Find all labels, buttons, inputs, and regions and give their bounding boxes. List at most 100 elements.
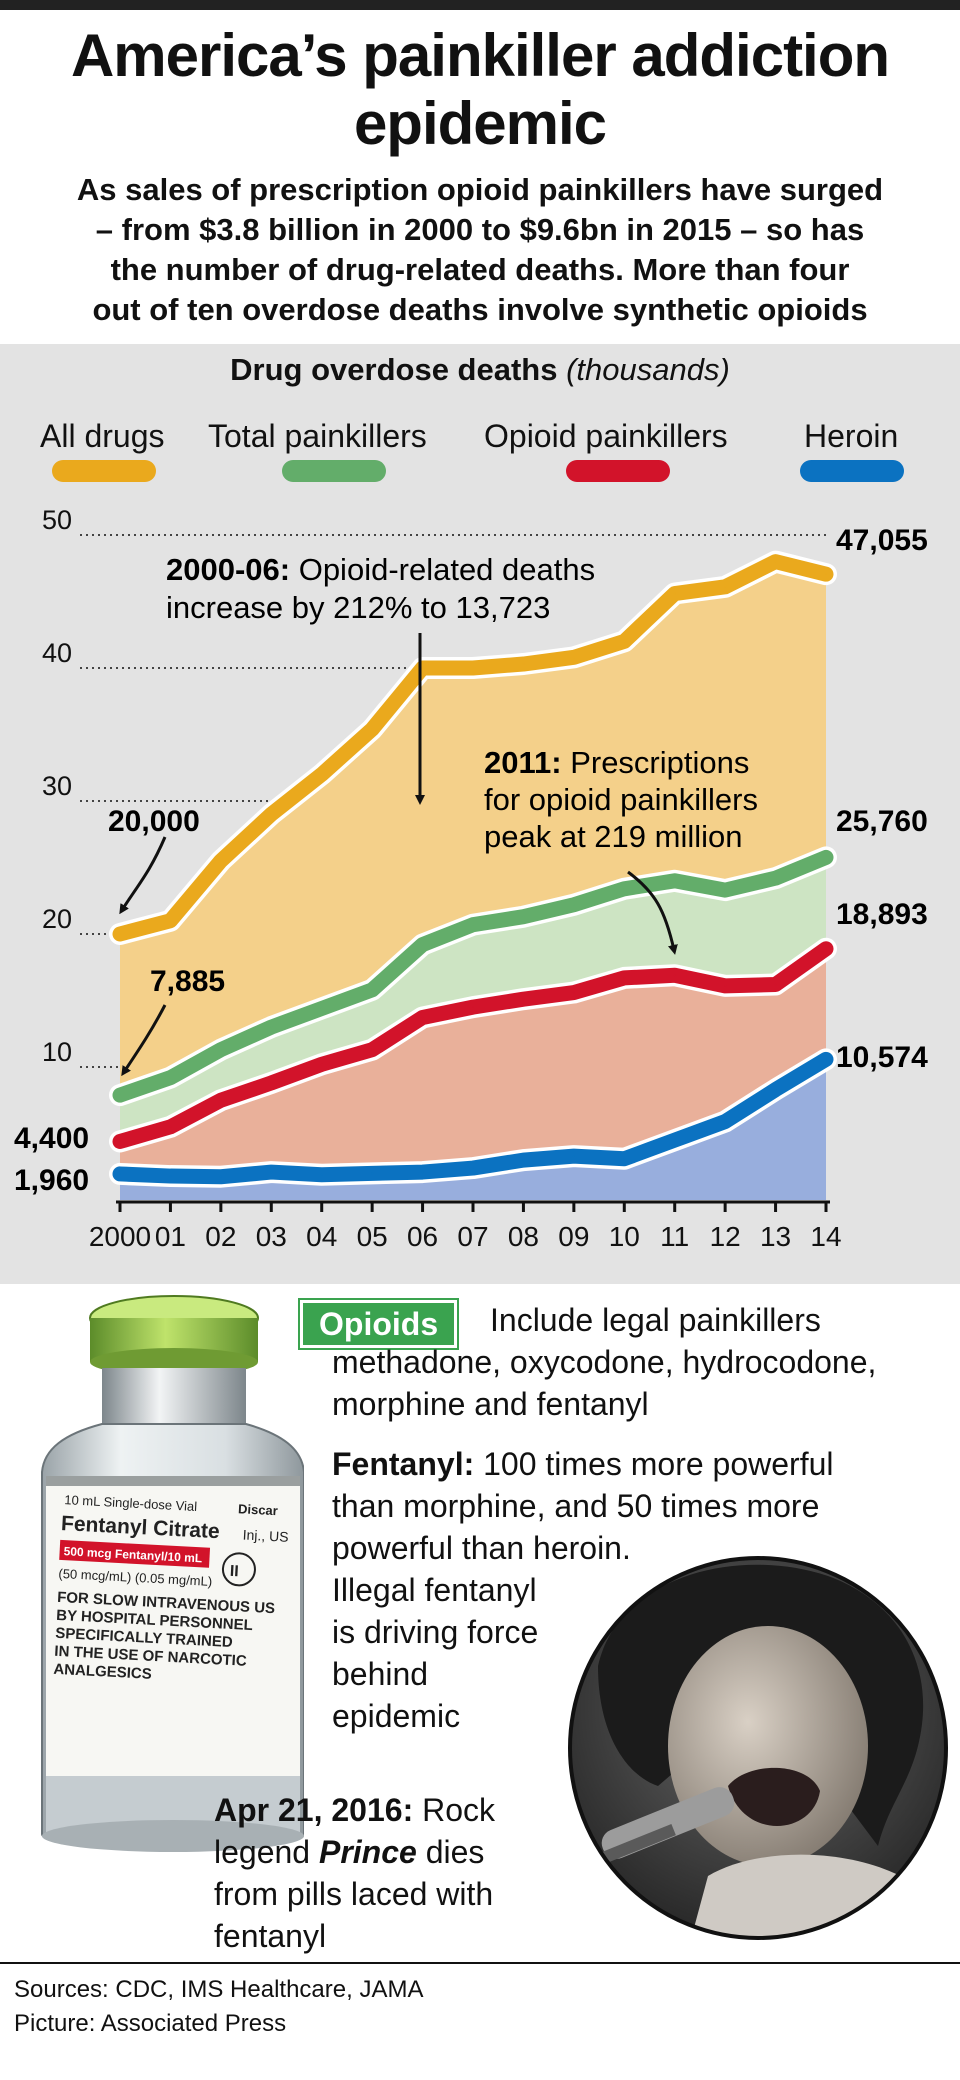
axes: 10 20 30 40 50 2000 01 02 03 04 05 06 07 08 09 10 11 12 13… — [42, 505, 842, 1252]
title-line-1: America’s painkiller addiction — [70, 22, 890, 89]
point-all-drugs-2002 — [219, 859, 222, 862]
point-all-drugs-2005 — [371, 728, 374, 731]
point-total-painkillers-2008 — [522, 915, 525, 918]
prince-text: Rock — [413, 1792, 496, 1828]
point-heroin-2003 — [270, 1171, 273, 1174]
value-label-total-end: 25,760 — [836, 805, 928, 838]
vial-text: II — [229, 1563, 239, 1580]
annotation-2000-06-bold: 2000-06: — [166, 552, 290, 587]
vial-neck — [102, 1368, 246, 1428]
fentanyl-line7: epidemic — [332, 1698, 461, 1734]
point-opioid-painkillers-2007 — [472, 1006, 474, 1009]
value-label-total-start: 7,885 — [150, 965, 225, 998]
point-all-drugs-2013 — [774, 560, 777, 563]
vial-label — [46, 1476, 300, 1776]
page-title: America’s painkiller addiction epidemic — [0, 22, 960, 158]
legend-label-opioid-painkillers: Opioid painkillers — [484, 418, 728, 454]
point-opioid-painkillers-2003 — [270, 1081, 273, 1084]
value-label-opioid-end: 18,893 — [836, 898, 928, 931]
value-label-opioid-start: 4,400 — [14, 1122, 89, 1155]
x-tick-label-12: 12 — [710, 1221, 741, 1252]
y-tick-label-30: 30 — [42, 771, 72, 801]
x-tick-label-07: 07 — [457, 1221, 488, 1252]
prince-date: Apr 21, 2016: — [214, 1792, 414, 1828]
annotation-2011-bold: 2011: — [484, 745, 562, 780]
intro-line: – from $3.8 billion in 2000 to $9.6bn in… — [95, 212, 865, 247]
point-heroin-2007 — [472, 1167, 474, 1170]
fentanyl-line5: is driving force — [332, 1614, 539, 1650]
point-all-drugs-2010 — [623, 640, 626, 643]
prince-photo — [568, 1556, 948, 1940]
value-label-heroin-start: 1,960 — [14, 1164, 89, 1197]
area-all-drugs — [120, 561, 826, 1096]
chart-title-unit: (thousands) — [566, 352, 730, 387]
point-total-painkillers-2000 — [119, 1094, 121, 1097]
opioids-line1: Include legal painkillers — [490, 1302, 821, 1338]
annotation-2011-line1: 2011: Prescriptions — [484, 745, 749, 780]
x-tick-label-03: 03 — [256, 1221, 287, 1252]
prince-line2: legend Prince dies — [214, 1832, 484, 1872]
legend-label-all-drugs: All drugs — [40, 418, 165, 454]
point-opioid-painkillers-2002 — [219, 1099, 222, 1102]
x-tick-label-02: 02 — [205, 1221, 236, 1252]
prince-text: legend — [214, 1834, 319, 1870]
point-all-drugs-2009 — [572, 656, 575, 659]
opioids-badge: Opioids — [300, 1300, 458, 1348]
fentanyl-line6: behind — [332, 1656, 429, 1692]
point-total-painkillers-2014 — [825, 856, 827, 859]
point-opioid-painkillers-2010 — [623, 976, 626, 979]
annotation-2011-line3: peak at 219 million — [484, 819, 743, 854]
x-tick-label-09: 09 — [558, 1221, 589, 1252]
point-heroin-2008 — [522, 1159, 525, 1162]
annotation-arrows — [119, 633, 678, 1077]
chart-title: Drug overdose deaths (thousands) — [0, 352, 960, 388]
point-total-painkillers-2009 — [572, 903, 575, 906]
vial-text: ANALGESICS — [53, 1661, 152, 1683]
vial-text: 10 mL Single-dose Vial — [64, 1492, 198, 1514]
overdose-chart: 10 20 30 40 50 2000 01 02 03 04 05 06 07 08 09 10 11 12 13… — [14, 505, 928, 1252]
point-opioid-painkillers-2008 — [522, 998, 525, 1001]
x-tick-label-14: 14 — [810, 1221, 841, 1252]
point-total-painkillers-2004 — [320, 1007, 323, 1010]
point-all-drugs-2014 — [825, 573, 827, 576]
point-heroin-2014 — [825, 1058, 827, 1061]
point-heroin-2004 — [320, 1173, 323, 1176]
area-opioid-painkillers — [120, 948, 826, 1177]
intro-line: As sales of prescription opioid painkill… — [76, 172, 884, 207]
chart-title-text: Drug overdose deaths — [230, 352, 558, 387]
prince-name: Prince — [318, 1834, 417, 1870]
x-tick-label-11: 11 — [660, 1221, 689, 1252]
vial-schedule-symbol — [221, 1552, 256, 1587]
point-opioid-painkillers-2004 — [320, 1063, 323, 1066]
point-all-drugs-2000 — [119, 933, 121, 935]
fentanyl-line2: than morphine, and 50 times more — [332, 1488, 820, 1524]
point-heroin-2011 — [673, 1139, 676, 1142]
prince-line1: Apr 21, 2016: Rock — [214, 1790, 495, 1830]
y-tick-label-40: 40 — [42, 638, 72, 668]
point-heroin-2000 — [119, 1172, 121, 1175]
point-total-painkillers-2010 — [623, 887, 626, 890]
area-heroin — [120, 1059, 826, 1200]
point-all-drugs-2004 — [320, 773, 323, 776]
point-all-drugs-2011 — [673, 592, 676, 595]
point-all-drugs-2008 — [522, 663, 525, 666]
x-tick-label-05: 05 — [357, 1221, 388, 1252]
vial-label-band — [46, 1476, 300, 1486]
point-opioid-painkillers-2014 — [825, 947, 827, 950]
x-tick-label-2000: 2000 — [89, 1221, 151, 1252]
series-lines — [109, 550, 837, 1188]
point-opioid-painkillers-2009 — [572, 991, 575, 994]
point-heroin-2009 — [572, 1155, 575, 1158]
point-opioid-painkillers-2012 — [724, 984, 727, 987]
point-total-painkillers-2011 — [673, 879, 676, 882]
prince-line3: from pills laced with — [214, 1876, 494, 1912]
point-all-drugs-2007 — [472, 667, 474, 669]
point-opioid-painkillers-2000 — [119, 1140, 121, 1143]
y-tick-label-50: 50 — [42, 505, 72, 535]
x-tick-label-08: 08 — [508, 1221, 539, 1252]
annotation-2000-06-line2: increase by 212% to 13,723 — [166, 590, 550, 625]
legend-swatch-total-painkillers — [282, 460, 386, 482]
value-arrow-7885 — [121, 1004, 167, 1077]
point-total-painkillers-2002 — [219, 1048, 222, 1051]
point-opioid-painkillers-2013 — [774, 983, 777, 986]
